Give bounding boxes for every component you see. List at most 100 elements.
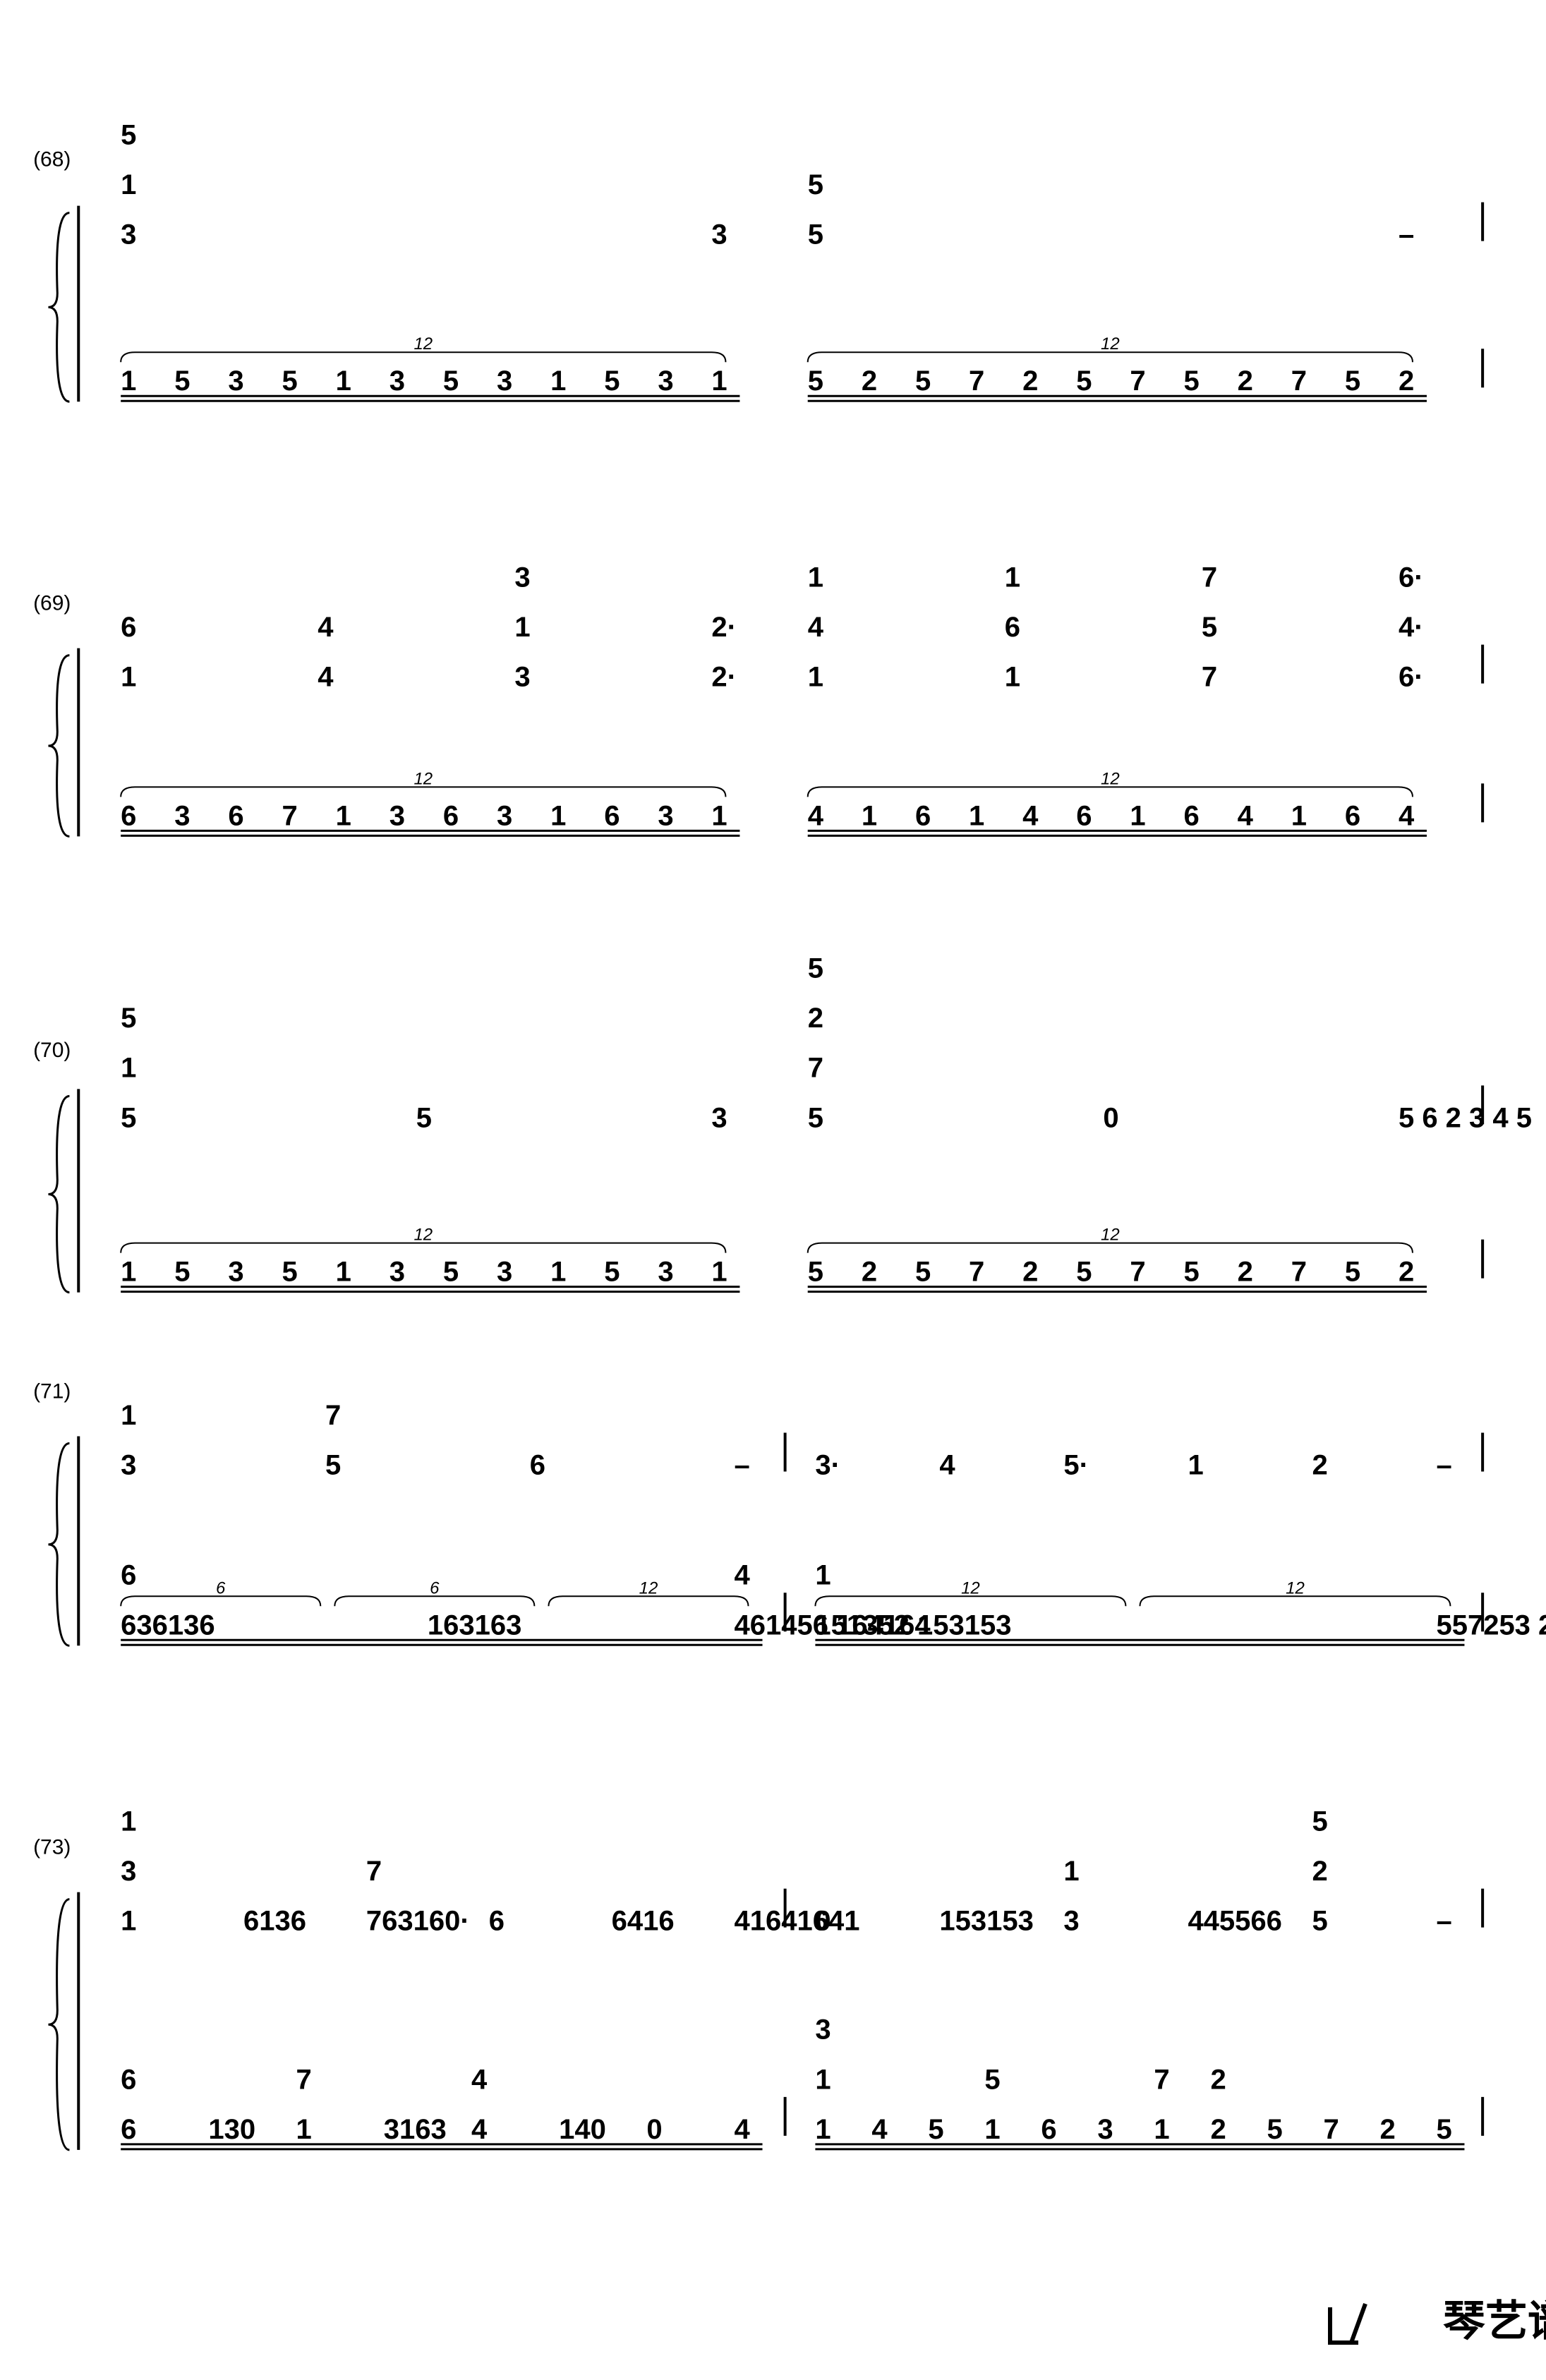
note: 1: [121, 1257, 136, 1288]
note: 1: [1130, 800, 1145, 831]
tuplet-label: 12: [413, 334, 433, 354]
note: 3: [658, 1257, 673, 1288]
note: 7: [1130, 1257, 1145, 1288]
note: 1: [862, 800, 877, 831]
note: 1: [121, 1906, 136, 1937]
note: 3: [658, 800, 673, 831]
note: 5: [928, 2114, 943, 2145]
note: 6: [1005, 612, 1020, 643]
note: 6: [443, 800, 459, 831]
note: 6: [1041, 2114, 1056, 2145]
tuplet-bracket: [814, 1595, 1127, 1607]
tuplet-label: 12: [1101, 334, 1120, 354]
note: 6: [121, 800, 136, 831]
note: 4: [1238, 800, 1254, 831]
note: 557253 275275: [1436, 1609, 1546, 1641]
note: 1: [711, 1257, 727, 1288]
note: 445566: [1188, 1906, 1281, 1937]
note: 2: [1238, 366, 1253, 397]
note: 5: [1076, 1257, 1092, 1288]
note: 7: [366, 1856, 382, 1887]
note: 5: [416, 1102, 432, 1133]
tuplet-label: 12: [1286, 1578, 1305, 1597]
note: 5: [604, 1257, 620, 1288]
note: 4: [471, 2064, 488, 2095]
note: 4·: [1399, 612, 1424, 643]
note: 1: [808, 662, 823, 693]
note: 3: [389, 1257, 405, 1288]
note: 6·: [1399, 662, 1424, 693]
note: 1: [1005, 662, 1020, 693]
note: 636136: [121, 1609, 215, 1641]
note: 3163: [384, 2114, 447, 2145]
note: 2: [1399, 1257, 1414, 1288]
note: 2: [1312, 1856, 1327, 1887]
note: 2: [1312, 1449, 1327, 1480]
note: 2: [1022, 366, 1038, 397]
tuplet-label: 12: [413, 1226, 433, 1245]
note: 5: [443, 366, 459, 397]
note: 0: [815, 1906, 831, 1937]
note: 6136: [243, 1906, 306, 1937]
note: 5: [1076, 366, 1092, 397]
measure-number: (68): [33, 147, 71, 171]
note: 1: [336, 366, 351, 397]
note: 3·: [815, 1449, 840, 1480]
note: 2: [1210, 2064, 1226, 2095]
note: 1: [1005, 562, 1020, 593]
note: 2·: [711, 612, 737, 643]
note: 7: [1291, 1257, 1307, 1288]
tuplet-label: 12: [639, 1578, 658, 1597]
tuplet-bracket: [1139, 1595, 1451, 1607]
measure-number: (70): [33, 1039, 71, 1062]
note: 7: [325, 1400, 341, 1431]
note: 1: [121, 1053, 136, 1084]
note: 1: [336, 800, 351, 831]
tuplet-bracket: [807, 351, 1413, 363]
note: 0: [1103, 1102, 1118, 1133]
note: 3: [121, 1856, 136, 1887]
brace: [48, 654, 70, 838]
note: 6: [489, 1906, 505, 1937]
brace: [48, 1898, 70, 2151]
note: 4: [1399, 800, 1415, 831]
note: 3: [514, 662, 530, 693]
logo-icon: [1328, 2302, 1367, 2345]
note: 1: [711, 800, 727, 831]
tuplet-label: 12: [961, 1578, 980, 1597]
note: 130: [208, 2114, 255, 2145]
note: 5 6 2 3 4 5: [1399, 1102, 1532, 1133]
note: 6416: [612, 1906, 675, 1937]
note: 4: [735, 1560, 751, 1591]
note: –: [1399, 219, 1414, 250]
note: 5: [808, 953, 823, 984]
note: 6: [121, 2064, 136, 2095]
logo: 琴艺谱: [1443, 2297, 1546, 2345]
note: 4: [471, 2114, 488, 2145]
note: 5: [174, 1257, 190, 1288]
tuplet-bracket: [120, 786, 727, 797]
note: 6: [121, 2114, 136, 2145]
note: 5·: [1063, 1449, 1089, 1480]
note: –: [735, 1449, 750, 1480]
note: 5: [808, 219, 823, 250]
note: 2: [1210, 2114, 1226, 2145]
note: 6: [1184, 800, 1200, 831]
note: 5: [282, 366, 298, 397]
brace: [48, 1442, 70, 1647]
note: 6: [530, 1449, 545, 1480]
note: 5: [1184, 1257, 1200, 1288]
tuplet-label: 6: [430, 1578, 440, 1597]
note: 1: [121, 169, 136, 200]
note: 6: [121, 612, 136, 643]
note: 7: [1202, 662, 1217, 693]
measure-number: (69): [33, 591, 71, 615]
measure-number: (71): [33, 1379, 71, 1403]
note: 5: [1312, 1806, 1327, 1837]
note: 2: [1022, 1257, 1038, 1288]
note: 1: [711, 366, 727, 397]
note: 4: [871, 2114, 888, 2145]
note: 3: [121, 1449, 136, 1480]
note: 1: [1291, 800, 1307, 831]
note: 7: [969, 366, 984, 397]
